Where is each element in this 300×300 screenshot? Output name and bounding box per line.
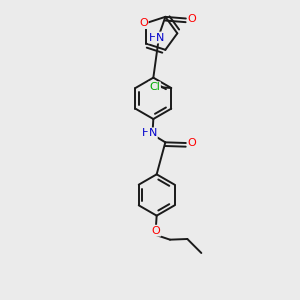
Text: N: N <box>156 32 164 43</box>
Text: N: N <box>148 128 157 138</box>
Text: O: O <box>188 14 196 23</box>
Text: O: O <box>188 138 196 148</box>
Text: H: H <box>148 32 157 43</box>
Text: H: H <box>142 128 150 138</box>
Text: O: O <box>152 226 160 236</box>
Text: O: O <box>139 18 148 28</box>
Text: Cl: Cl <box>149 82 160 92</box>
